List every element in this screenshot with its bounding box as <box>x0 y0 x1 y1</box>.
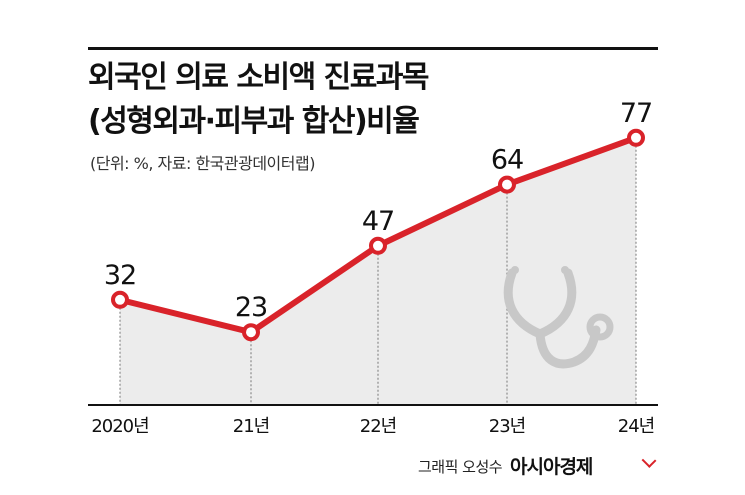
stethoscope-icon <box>503 266 614 369</box>
x-tick-label: 21년 <box>233 416 269 437</box>
graphic-credit: 그래픽 오성수 <box>418 458 503 476</box>
value-label: 64 <box>491 145 523 176</box>
data-point <box>242 323 260 342</box>
guide-lines <box>119 137 637 405</box>
data-point <box>111 290 129 309</box>
chart-subtitle: (단위: %, 자료: 한국관광데이터랩) <box>90 154 315 173</box>
value-label: 47 <box>362 206 394 237</box>
chart-title-line2: (성형외과·피부과 합산)비율 <box>88 104 420 139</box>
value-label: 32 <box>104 260 136 291</box>
x-tick-label: 22년 <box>360 416 396 437</box>
data-point <box>369 236 387 255</box>
x-tick-label: 23년 <box>489 416 525 437</box>
top-rule <box>88 47 658 50</box>
value-label: 23 <box>235 292 267 323</box>
data-point <box>498 175 516 194</box>
data-point <box>627 128 645 147</box>
x-tick-label: 2020년 <box>91 416 148 437</box>
brand-logo: 아시아경제 <box>510 456 593 478</box>
chart-title-line1: 외국인 의료 소비액 진료과목 <box>88 60 430 95</box>
value-label: 77 <box>620 98 652 129</box>
x-tick-label: 24년 <box>618 416 654 437</box>
